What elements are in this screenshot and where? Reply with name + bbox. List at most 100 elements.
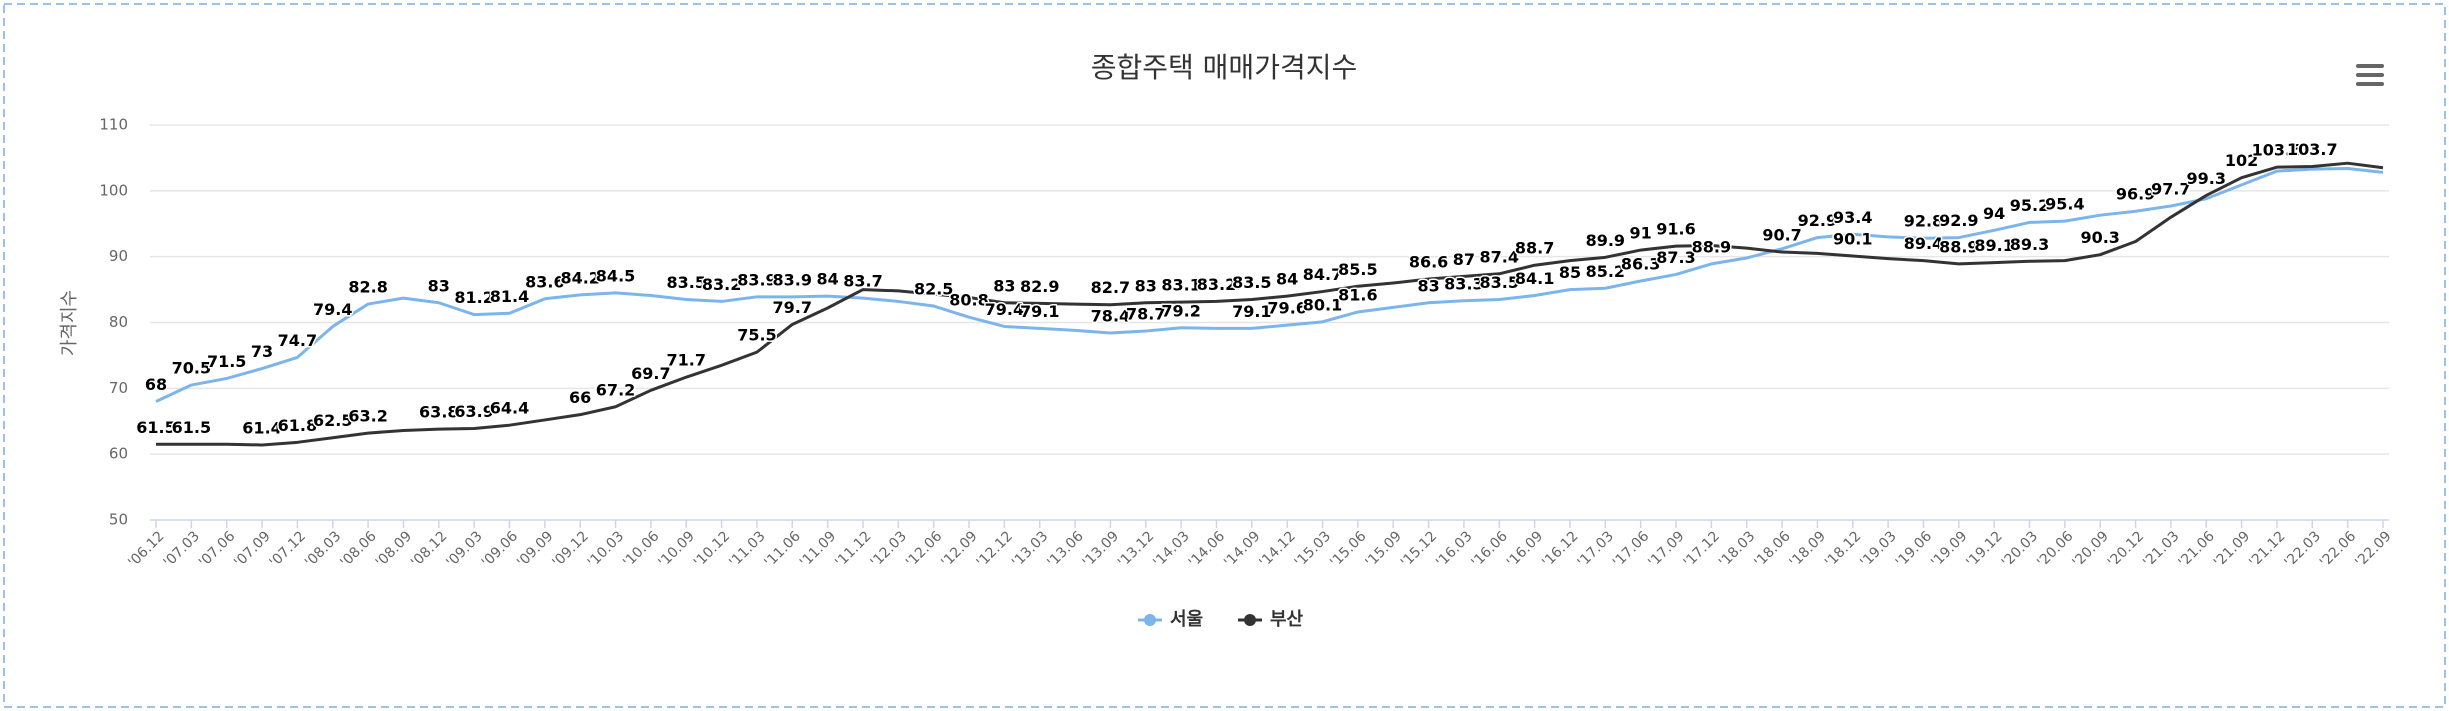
x-tick-label: '08.03 — [302, 528, 344, 570]
data-label: 95.2 — [2010, 196, 2049, 215]
data-label: 86.6 — [1409, 253, 1448, 272]
data-label: 83.9 — [773, 270, 812, 289]
data-label: 88.9 — [1939, 237, 1978, 256]
data-label: 79.1 — [1020, 302, 1059, 321]
x-tick-label: '18.03 — [1716, 528, 1758, 570]
data-label: 63.8 — [419, 403, 458, 422]
data-label: 81.4 — [490, 287, 529, 306]
data-label: 95.4 — [2045, 195, 2084, 214]
x-tick-label: '21.09 — [2211, 528, 2253, 570]
x-tick-label: '15.09 — [1362, 528, 1404, 570]
data-label: 103.6 — [2252, 141, 2303, 160]
x-tick-label: '06.12 — [125, 528, 167, 570]
x-tick-label: '07.03 — [161, 528, 203, 570]
x-tick-label: '12.06 — [903, 528, 945, 570]
x-tick-label: '16.09 — [1504, 528, 1546, 570]
legend-label: 부산 — [1270, 609, 1304, 630]
menu-bar — [2356, 82, 2384, 86]
data-label: 90.7 — [1762, 226, 1801, 245]
data-label: 61.5 — [136, 418, 175, 437]
data-label: 87 — [1453, 250, 1475, 269]
legend: 서울 부산 — [1138, 609, 1304, 630]
legend-marker — [1144, 614, 1156, 626]
data-label: 71.5 — [207, 352, 246, 371]
data-label: 71.7 — [666, 351, 705, 370]
data-label: 96.9 — [2116, 185, 2155, 204]
x-tick-label: '09.03 — [443, 528, 485, 570]
x-tick-label: '08.12 — [408, 528, 450, 570]
data-label: 79.1 — [1232, 302, 1271, 321]
data-label: 82.5 — [914, 280, 953, 299]
y-axis-title: 가격지수 — [59, 290, 80, 356]
x-tick-label: '20.09 — [2069, 528, 2111, 570]
data-label: 89.9 — [1586, 231, 1625, 250]
x-tick-label: '15.06 — [1327, 528, 1369, 570]
x-tick-label: '18.12 — [1822, 528, 1864, 570]
x-tick-label: '12.03 — [868, 528, 910, 570]
y-tick-label: 110 — [99, 116, 128, 134]
data-label: 84.5 — [596, 266, 635, 285]
y-tick-label: 100 — [99, 181, 128, 199]
data-label: 83.2 — [702, 275, 741, 294]
data-label: 83.6 — [525, 272, 564, 291]
data-label: 92.9 — [1798, 211, 1837, 230]
y-tick-label: 70 — [109, 379, 128, 397]
data-label: 85.2 — [1586, 262, 1625, 281]
data-label: 79.4 — [313, 300, 352, 319]
y-tick-label: 90 — [109, 247, 128, 265]
data-label: 84.7 — [1303, 265, 1342, 284]
data-label: 79.4 — [985, 300, 1024, 319]
x-tick-label: '14.06 — [1186, 528, 1228, 570]
x-tick-label: '20.12 — [2105, 528, 2147, 570]
legend-item[interactable]: 부산 — [1238, 609, 1304, 630]
x-tick-label: '22.09 — [2352, 528, 2394, 570]
data-label: 87.4 — [1480, 247, 1519, 266]
data-label: 61.8 — [278, 416, 317, 435]
data-label: 79.2 — [1161, 301, 1200, 320]
x-tick-label: '07.12 — [267, 528, 309, 570]
data-label: 75.5 — [737, 326, 776, 345]
x-tick-label: '17.09 — [1645, 528, 1687, 570]
legend-item[interactable]: 서울 — [1138, 609, 1203, 630]
x-tick-label: '16.12 — [1539, 528, 1581, 570]
data-label: 90.3 — [2080, 228, 2119, 247]
data-label: 73 — [251, 342, 273, 361]
x-tick-label: '17.12 — [1681, 528, 1723, 570]
x-tick-label: '21.03 — [2140, 528, 2182, 570]
x-tick-label: '12.12 — [974, 528, 1016, 570]
data-label: 63.9 — [454, 402, 493, 421]
x-tick-label: '11.12 — [832, 528, 874, 570]
x-tick-label: '09.09 — [514, 528, 556, 570]
data-label: 83 — [1135, 276, 1157, 295]
data-label: 82.9 — [1020, 277, 1059, 296]
series-line — [155, 166, 2384, 403]
y-tick-label: 60 — [109, 445, 128, 463]
data-label: 69.7 — [631, 364, 670, 383]
menu-button[interactable] — [2356, 64, 2384, 86]
data-label: 84 — [1276, 270, 1298, 289]
data-label: 83.2 — [1197, 275, 1236, 294]
x-tick-label: '14.09 — [1221, 528, 1263, 570]
menu-bar — [2356, 64, 2384, 68]
data-label: 80.8 — [949, 291, 988, 310]
x-tick-label: '17.03 — [1575, 528, 1617, 570]
data-label: 88.9 — [1692, 237, 1731, 256]
x-tick-label: '10.12 — [691, 528, 733, 570]
data-label: 61.5 — [172, 418, 211, 437]
menu-bar — [2356, 73, 2384, 77]
data-label: 102 — [2225, 151, 2258, 170]
data-label: 89.3 — [2010, 235, 2049, 254]
data-label: 82.7 — [1091, 278, 1130, 297]
data-label: 78.7 — [1126, 305, 1165, 324]
x-tick-label: '18.06 — [1751, 528, 1793, 570]
data-label: 83.5 — [1232, 273, 1271, 292]
x-tick-label: '09.06 — [479, 528, 521, 570]
x-tick-label: '20.06 — [2034, 528, 2076, 570]
x-tick-label: '07.06 — [196, 528, 238, 570]
data-label: 86.3 — [1621, 255, 1660, 274]
data-label: 83.7 — [843, 272, 882, 291]
data-label: 81.2 — [454, 288, 493, 307]
legend-marker — [1244, 614, 1256, 626]
data-label: 83 — [1417, 276, 1439, 295]
data-label: 83.1 — [1161, 276, 1200, 295]
